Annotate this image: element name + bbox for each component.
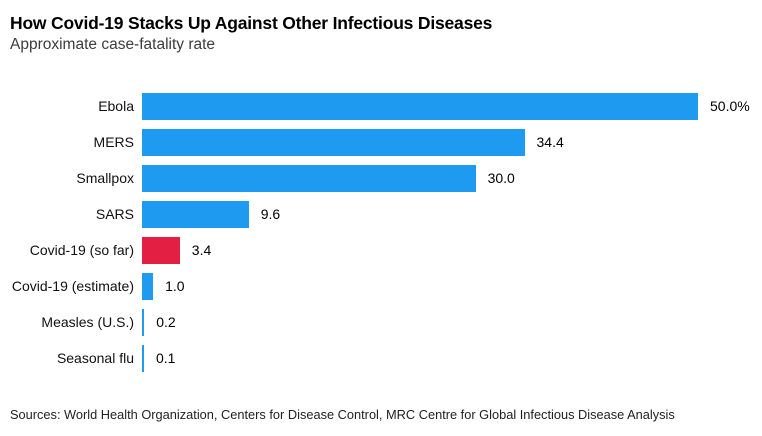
chart-header: How Covid-19 Stacks Up Against Other Inf… (0, 0, 762, 55)
value-label: 30.0 (487, 170, 515, 186)
chart-row: MERS 34.4 (0, 124, 762, 160)
category-label: SARS (95, 206, 134, 222)
category-label: MERS (93, 134, 134, 150)
chart-subtitle: Approximate case-fatality rate (10, 36, 216, 53)
value-label: 1.0 (165, 278, 185, 294)
chart-row: Measles (U.S.) 0.2 (0, 304, 762, 340)
bar (142, 200, 249, 228)
chart-row: Covid-19 (estimate) 1.0 (0, 268, 762, 304)
bar (142, 164, 476, 192)
category-label: Seasonal flu (56, 350, 134, 366)
value-label: 0.2 (156, 314, 176, 330)
bar (142, 344, 144, 372)
sources-note: Sources: World Health Organization, Cent… (10, 407, 675, 422)
value-label: 0.1 (156, 350, 176, 366)
chart-footer: Sources: World Health Organization, Cent… (0, 407, 762, 423)
chart-row: Covid-19 (so far) 3.4 (0, 232, 762, 268)
chart-row: Seasonal flu 0.1 (0, 340, 762, 376)
bar (142, 92, 698, 120)
bar-chart: Ebola 50.0% MERS 34.4 Smallpox 30.0 SARS 9.6 Cov… (0, 88, 762, 376)
category-label: Measles (U.S.) (41, 314, 134, 330)
category-label: Covid-19 (estimate) (11, 278, 134, 294)
bar (142, 236, 180, 264)
bar (142, 128, 525, 156)
category-label: Smallpox (76, 170, 134, 186)
bar (142, 272, 154, 300)
value-label: 3.4 (191, 242, 212, 258)
chart-row: SARS 9.6 (0, 196, 762, 232)
bar (142, 308, 145, 336)
value-label: 50.0% (710, 98, 750, 114)
value-label: 34.4 (536, 134, 564, 150)
value-label: 9.6 (260, 206, 281, 222)
chart-row: Ebola 50.0% (0, 88, 762, 124)
chart-row: Smallpox 30.0 (0, 160, 762, 196)
category-label: Covid-19 (so far) (29, 242, 134, 258)
category-label: Ebola (98, 98, 134, 114)
chart-title: How Covid-19 Stacks Up Against Other Inf… (10, 13, 493, 33)
